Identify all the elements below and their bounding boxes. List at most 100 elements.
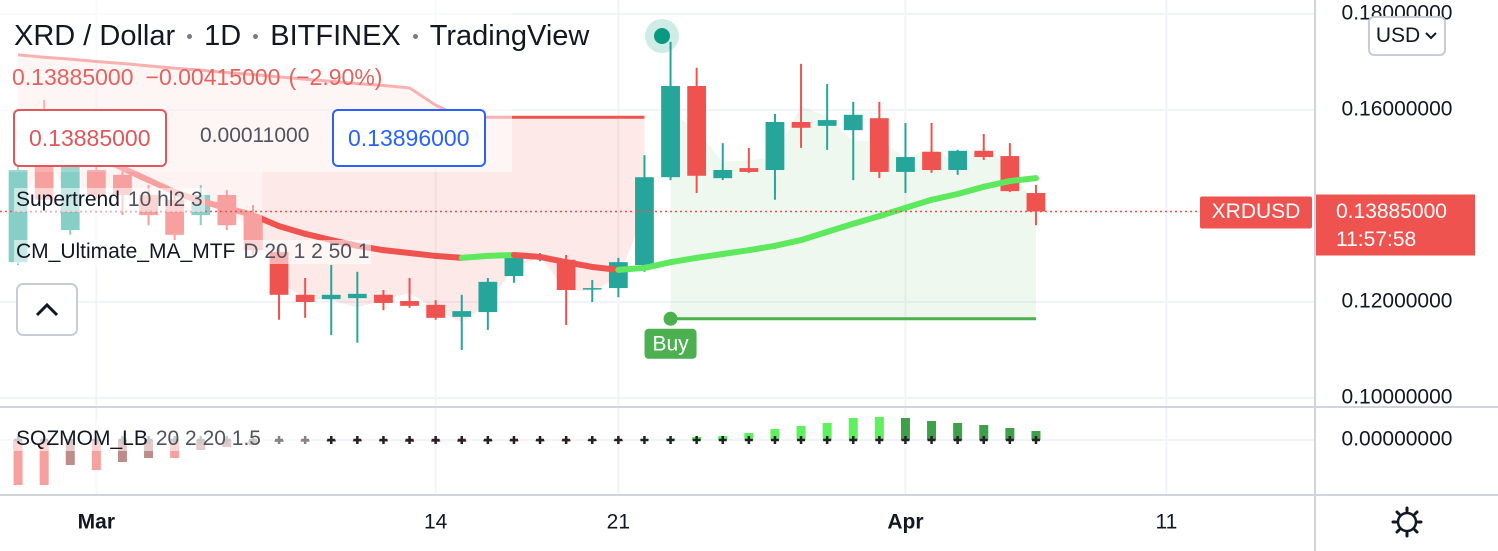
ma-segment (615, 264, 648, 273)
momentum-bar (117, 440, 127, 462)
indicator-legend[interactable]: Supertrend 10 hl2 3 (14, 188, 205, 212)
candle-body (687, 86, 707, 176)
momentum-bar (979, 425, 989, 440)
squeeze-cross (927, 436, 936, 444)
symbol-tag-bg (1200, 196, 1312, 229)
squeeze-cross (744, 436, 753, 444)
squeeze-cross (875, 436, 884, 444)
ma-segment (954, 183, 987, 198)
separator (253, 33, 259, 39)
squeeze-cross (353, 436, 362, 444)
candle-body (478, 281, 498, 313)
squeeze-cross (483, 436, 492, 444)
change-percent: (−2.90%) (288, 63, 383, 90)
ma-segment (824, 220, 857, 235)
squeeze-cross (823, 436, 832, 444)
sell-button[interactable]: 0.13885000 (13, 109, 167, 167)
gear-tooth (1413, 528, 1419, 534)
ma-segment (537, 253, 570, 266)
momentum-bar (848, 418, 858, 440)
signal-badge (644, 328, 697, 359)
gear-ring (1396, 511, 1418, 533)
collapse-button[interactable] (16, 283, 78, 336)
event-marker[interactable] (654, 28, 670, 44)
momentum-bar (65, 440, 75, 465)
currency-select[interactable]: USD (1368, 16, 1446, 56)
candle-body (817, 120, 837, 126)
y-tick-label: 0.12000000 (1342, 290, 1453, 313)
indicator-legend[interactable]: SQZMOM_LB 20 2 20 1.5 (14, 427, 263, 451)
interval[interactable]: 1D (204, 19, 242, 52)
ma-segment (249, 212, 283, 230)
squeeze-cross (327, 436, 336, 444)
price-label: 0.13885000 (1336, 200, 1447, 223)
squeeze-cross (536, 436, 545, 444)
ma-segment (432, 252, 465, 261)
x-tick-label: 14 (424, 511, 448, 534)
squeeze-cross (797, 436, 806, 444)
settings-icon[interactable] (1391, 506, 1423, 538)
ma-segment (458, 252, 491, 261)
gear-tooth (1395, 528, 1401, 534)
ma-segment (302, 230, 335, 244)
price-label-bg (1316, 194, 1475, 256)
squeeze-cross (849, 436, 858, 444)
candle-body (1026, 193, 1046, 212)
trend-fill (670, 105, 1036, 319)
buy-button[interactable]: 0.13896000 (332, 109, 486, 167)
indicator-params: 10 hl2 3 (127, 188, 203, 211)
momentum-bar (1005, 428, 1015, 440)
candle-body (556, 259, 576, 290)
indicator-params: 20 2 20 1.5 (155, 427, 261, 450)
ma-segment (589, 263, 622, 273)
ma-segment (563, 259, 596, 270)
ma-segment (667, 254, 700, 266)
candle-body (974, 150, 994, 158)
ma-segment (484, 251, 517, 259)
symbol-header: XRD / Dollar 1D BITFINEX TradingView (14, 17, 589, 55)
candle-body (452, 311, 472, 317)
candle-body (504, 254, 524, 277)
ma-segment (798, 228, 831, 244)
ma-segment (380, 247, 413, 257)
ma-segment (771, 237, 805, 249)
ma-segment (980, 178, 1013, 190)
candle-body (295, 294, 315, 302)
momentum-bar (927, 421, 937, 440)
candle-body (374, 294, 393, 303)
ma-segment (1006, 175, 1039, 185)
squeeze-cross (640, 436, 649, 444)
squeeze-cross (431, 436, 440, 444)
symbol-tag: XRDUSD (1212, 200, 1301, 223)
source: TradingView (429, 19, 590, 52)
candle-body (922, 151, 941, 171)
squeeze-cross (953, 436, 962, 444)
squeeze-cross (562, 436, 571, 444)
candle-body (948, 150, 968, 171)
ma-segment (850, 213, 883, 227)
momentum-bar (822, 423, 832, 440)
candle-body (321, 294, 341, 300)
separator (187, 33, 193, 39)
candle-body (843, 114, 863, 131)
candle-body (582, 288, 602, 290)
indicator-legend[interactable]: CM_Ultimate_MA_MTF D 20 1 2 50 1 (14, 240, 372, 264)
indicator-params: D 20 1 2 50 1 (243, 240, 370, 263)
momentum-bar (874, 417, 884, 440)
squeeze-cross (1005, 436, 1014, 444)
ma-segment (223, 204, 256, 219)
squeeze-cross (379, 436, 388, 444)
candle-body (739, 168, 759, 172)
last-value: 0.13885000 (12, 63, 134, 90)
squeeze-cross (666, 436, 675, 444)
candle-body (426, 304, 446, 318)
momentum-bar (953, 423, 963, 440)
squeeze-cross (770, 436, 779, 444)
spread: 0.00011000 (200, 124, 310, 147)
momentum-bar (900, 418, 910, 440)
gear-tooth (1413, 510, 1419, 516)
squeeze-cross (301, 436, 310, 444)
squeeze-cross (1031, 436, 1040, 444)
ma-segment (510, 251, 544, 260)
